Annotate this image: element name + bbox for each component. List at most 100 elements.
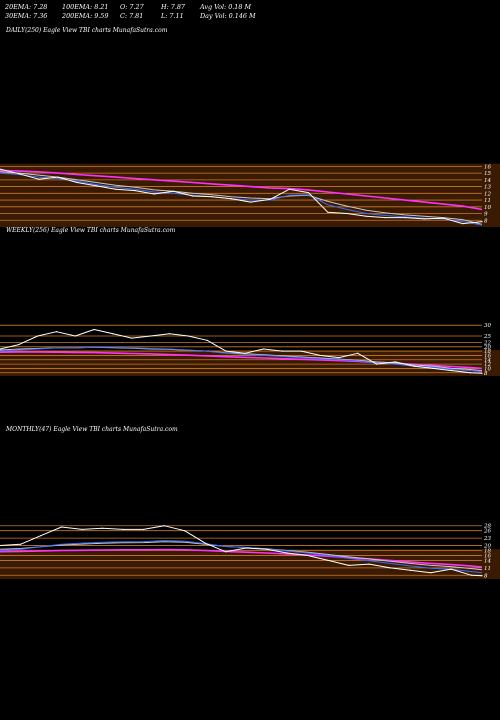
y-tick-label: 8 (484, 218, 488, 224)
price-point (481, 221, 483, 223)
price-point (81, 528, 83, 531)
series-line-ema-long (0, 169, 483, 211)
price-point (462, 223, 464, 225)
y-tick-label: 20 (483, 544, 491, 550)
price-point (307, 554, 309, 557)
series-line-ema-fast (0, 346, 483, 373)
price-point (442, 217, 445, 219)
price-point (142, 528, 145, 531)
price-point (327, 559, 329, 562)
price-point (286, 552, 288, 554)
y-tick-label: 14 (484, 358, 491, 364)
price-point (262, 348, 265, 350)
ema200-value: 200EMA: 9.59 (62, 12, 109, 20)
price-point (0, 544, 1, 547)
price-point (346, 212, 348, 215)
price-point (211, 196, 213, 198)
avg-vol-value: Avg Vol: 0.18 M (200, 3, 251, 11)
price-point (230, 198, 232, 200)
price-point (481, 372, 483, 374)
price-point (206, 339, 208, 341)
price-point (450, 568, 452, 570)
price-point (60, 526, 63, 528)
price-point (55, 331, 58, 333)
price-point (423, 218, 425, 220)
y-tick-label: 11 (484, 198, 491, 204)
price-point (250, 201, 252, 203)
price-point (163, 525, 165, 527)
price-point (76, 181, 78, 184)
price-point (288, 188, 290, 190)
price-point (413, 365, 415, 367)
price-point (153, 193, 155, 195)
series-line-price (0, 168, 483, 225)
y-tick-label: 13 (484, 185, 491, 191)
price-point (122, 528, 124, 531)
y-tick-label: 9 (484, 212, 488, 218)
y-tick-label: 16 (484, 553, 491, 559)
price-point (192, 195, 194, 197)
price-point (394, 361, 396, 363)
price-point (245, 547, 247, 549)
price-point (470, 372, 472, 374)
monthly-panel-title: MONTHLY(47) Eagle View TBI charts Munafa… (6, 426, 178, 433)
y-tick-label: 30 (484, 323, 491, 329)
price-point (365, 215, 367, 217)
y-tick-label: 12 (484, 362, 491, 368)
close-value: C: 7.81 (120, 12, 144, 20)
price-point (327, 211, 329, 213)
price-point (57, 176, 59, 178)
price-point (37, 178, 40, 180)
stats-header: 20EMA: 7.28 30EMA: 7.36 100EMA: 8.21 200… (0, 0, 500, 22)
y-tick-label: 18 (484, 349, 491, 355)
price-point (430, 572, 432, 574)
y-tick-label: 16 (484, 353, 491, 359)
price-point (74, 335, 76, 337)
y-tick-label: 11 (484, 566, 491, 572)
y-tick-label: 8 (484, 573, 488, 579)
price-point (375, 363, 378, 365)
price-point (131, 337, 133, 339)
y-tick-label: 25 (483, 334, 491, 340)
price-point (0, 168, 1, 170)
price-point (269, 198, 271, 200)
price-point (101, 527, 104, 529)
y-tick-label: 22 (483, 340, 491, 346)
price-point (225, 350, 227, 352)
weekly-panel-title: WEEKLY(256) Eagle View TBI charts Munafa… (6, 227, 176, 234)
price-point (389, 567, 391, 569)
price-point (95, 185, 97, 187)
open-value: O: 7.27 (120, 3, 144, 11)
daily-panel-title: DAILY(250) Eagle View TBI charts MunafaS… (6, 27, 168, 34)
ema20-value: 20EMA: 7.28 (5, 3, 48, 11)
series-line-ema-long (0, 548, 483, 568)
price-point (481, 575, 483, 577)
price-point (281, 350, 284, 352)
price-point (319, 354, 321, 357)
price-point (300, 350, 302, 352)
price-point (115, 188, 117, 190)
price-point (204, 542, 206, 544)
price-point (368, 563, 370, 565)
price-point (134, 190, 136, 192)
y-tick-label: 10 (484, 205, 491, 211)
price-point (37, 335, 39, 337)
price-point (385, 216, 387, 219)
price-point (225, 551, 227, 553)
price-point (409, 569, 411, 571)
price-point (307, 192, 310, 194)
ema100-value: 100EMA: 8.21 (62, 3, 109, 11)
y-tick-label: 23 (483, 536, 491, 542)
ema30-value: 30EMA: 7.36 (5, 12, 48, 20)
price-point (0, 348, 1, 350)
price-point (172, 190, 175, 192)
series-line-ema-slow (0, 171, 483, 225)
price-point (40, 535, 42, 537)
y-tick-label: 28 (483, 524, 491, 530)
price-point (150, 335, 152, 337)
price-point (19, 543, 22, 545)
y-tick-label: 26 (483, 529, 491, 535)
price-point (18, 344, 20, 346)
